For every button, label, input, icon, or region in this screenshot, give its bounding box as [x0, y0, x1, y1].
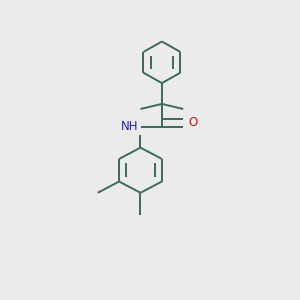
Text: NH: NH: [121, 120, 139, 133]
Text: O: O: [189, 116, 198, 129]
